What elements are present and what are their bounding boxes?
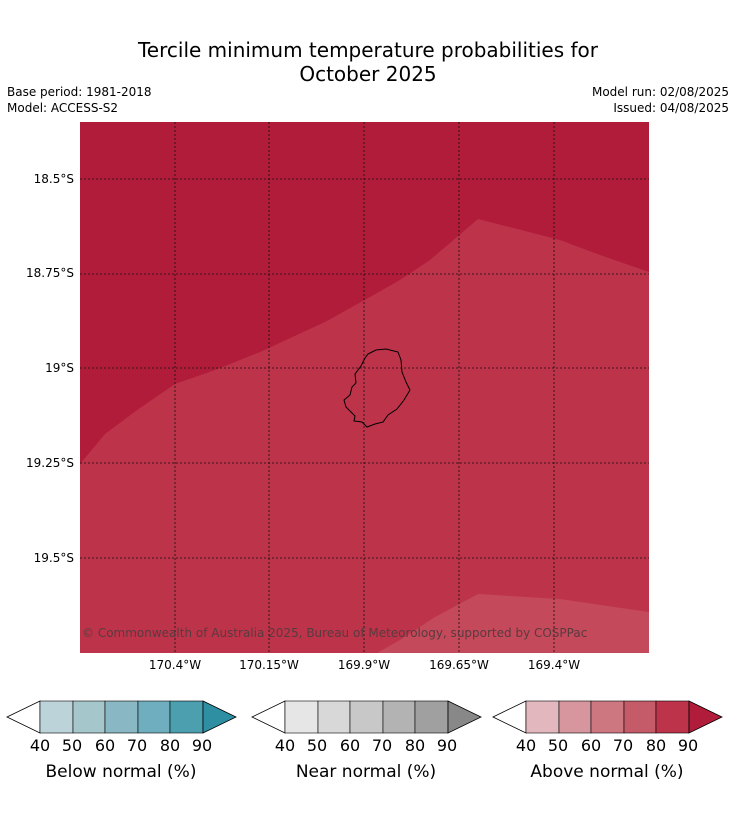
lat-label-19-25: 19.25°S xyxy=(26,456,74,470)
colorbar-above-normal xyxy=(492,700,723,734)
colorbar-near-normal xyxy=(251,700,482,734)
colorbar-near-segment-50-60 xyxy=(317,700,351,734)
model-run-text: Model run: 02/08/2025 xyxy=(591,85,729,99)
colorbar-near-segment-80-90 xyxy=(414,700,449,734)
colorbar-below-segment-70-80 xyxy=(137,700,171,734)
colorbar-below-tick-70: 70 xyxy=(126,736,148,755)
title-line-2: October 2025 xyxy=(299,62,437,86)
colorbar-near-tick-90: 90 xyxy=(436,736,458,755)
left-metadata: Base period: 1981-2018 Model: ACCESS-S2 xyxy=(7,84,152,116)
colorbar-near-segment-60-70 xyxy=(349,700,384,734)
lat-label-19: 19°S xyxy=(45,361,74,375)
colorbar-below-min-triangle xyxy=(6,700,41,734)
niue-island-outline xyxy=(343,348,411,428)
probability-map xyxy=(80,122,649,653)
colorbar-above-tick-70: 70 xyxy=(612,736,634,755)
colorbar-below-segment-50-60 xyxy=(72,700,106,734)
colorbar-near-max-triangle xyxy=(447,700,482,734)
colorbar-above-segment-60-70 xyxy=(590,700,625,734)
lon-label-169-65: 169.65°W xyxy=(429,658,489,672)
colorbar-near-segment-70-80 xyxy=(382,700,416,734)
colorbar-above-segment-80-90 xyxy=(655,700,690,734)
colorbar-below-tick-60: 60 xyxy=(94,736,116,755)
gridlines xyxy=(80,122,649,653)
model-text: Model: ACCESS-S2 xyxy=(7,101,119,115)
colorbar-above-label: Above normal (%) xyxy=(530,762,684,782)
lon-label-170-15: 170.15°W xyxy=(239,658,299,672)
colorbar-near-tick-50: 50 xyxy=(306,736,328,755)
lon-label-169-9: 169.9°W xyxy=(337,658,391,672)
colorbar-near-tick-40: 40 xyxy=(274,736,296,755)
colorbar-below-label: Below normal (%) xyxy=(45,762,197,782)
colorbar-below-tick-50: 50 xyxy=(61,736,83,755)
colorbar-above-max-triangle xyxy=(688,700,723,734)
colorbar-below-segment-60-70 xyxy=(104,700,139,734)
colorbar-near-tick-70: 70 xyxy=(371,736,393,755)
colorbar-above-segment-50-60 xyxy=(558,700,592,734)
lon-label-170-4: 170.4°W xyxy=(148,658,202,672)
colorbar-near-segment-40-50 xyxy=(284,700,319,734)
lat-label-18-75: 18.75°S xyxy=(26,266,74,280)
lat-label-19-5: 19.5°S xyxy=(33,551,74,565)
lon-label-169-4: 169.4°W xyxy=(527,658,581,672)
colorbar-below-segment-80-90 xyxy=(169,700,204,734)
colorbar-below-tick-90: 90 xyxy=(191,736,213,755)
colorbar-below-segment-40-50 xyxy=(39,700,74,734)
copyright-text: © Commonwealth of Australia 2025, Bureau… xyxy=(82,626,588,640)
region-above-70 xyxy=(377,594,649,653)
map-title: Tercile minimum temperature probabilitie… xyxy=(0,38,736,86)
colorbar-below-max-triangle xyxy=(202,700,237,734)
region-above-80 xyxy=(80,219,649,653)
colorbar-above-segment-70-80 xyxy=(623,700,657,734)
colorbar-above-tick-60: 60 xyxy=(580,736,602,755)
right-metadata: Model run: 02/08/2025 Issued: 04/08/2025 xyxy=(592,84,729,116)
colorbar-above-tick-40: 40 xyxy=(515,736,537,755)
title-line-1: Tercile minimum temperature probabilitie… xyxy=(137,38,599,62)
colorbar-near-label: Near normal (%) xyxy=(295,762,437,782)
colorbar-above-tick-90: 90 xyxy=(677,736,699,755)
colorbar-above-tick-80: 80 xyxy=(645,736,667,755)
base-period-text: Base period: 1981-2018 xyxy=(7,85,152,99)
colorbar-near-tick-60: 60 xyxy=(339,736,361,755)
colorbar-near-tick-80: 80 xyxy=(404,736,426,755)
colorbar-near-min-triangle xyxy=(251,700,286,734)
colorbar-below-normal xyxy=(6,700,237,734)
colorbar-below-tick-80: 80 xyxy=(159,736,181,755)
colorbar-below-tick-40: 40 xyxy=(29,736,51,755)
colorbar-above-segment-40-50 xyxy=(525,700,560,734)
colorbar-above-min-triangle xyxy=(492,700,527,734)
colorbar-above-tick-50: 50 xyxy=(547,736,569,755)
issued-text: Issued: 04/08/2025 xyxy=(613,101,729,115)
lat-label-18-5: 18.5°S xyxy=(33,172,74,186)
